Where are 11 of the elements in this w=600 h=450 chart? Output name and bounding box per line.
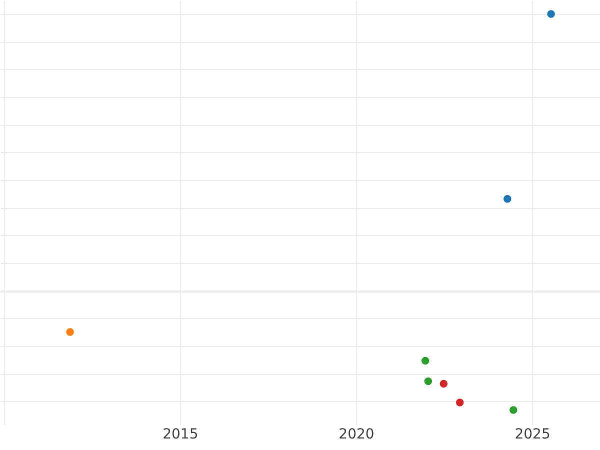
point xyxy=(510,406,518,414)
x-tick-label: 2020 xyxy=(338,426,374,442)
x-tick-label: 2025 xyxy=(514,426,550,442)
point xyxy=(504,194,512,203)
point xyxy=(440,380,448,388)
point xyxy=(424,377,432,386)
point xyxy=(421,356,430,365)
point xyxy=(547,10,555,18)
point xyxy=(66,328,74,336)
point xyxy=(456,398,464,406)
x-tick-label: 2015 xyxy=(162,426,198,442)
